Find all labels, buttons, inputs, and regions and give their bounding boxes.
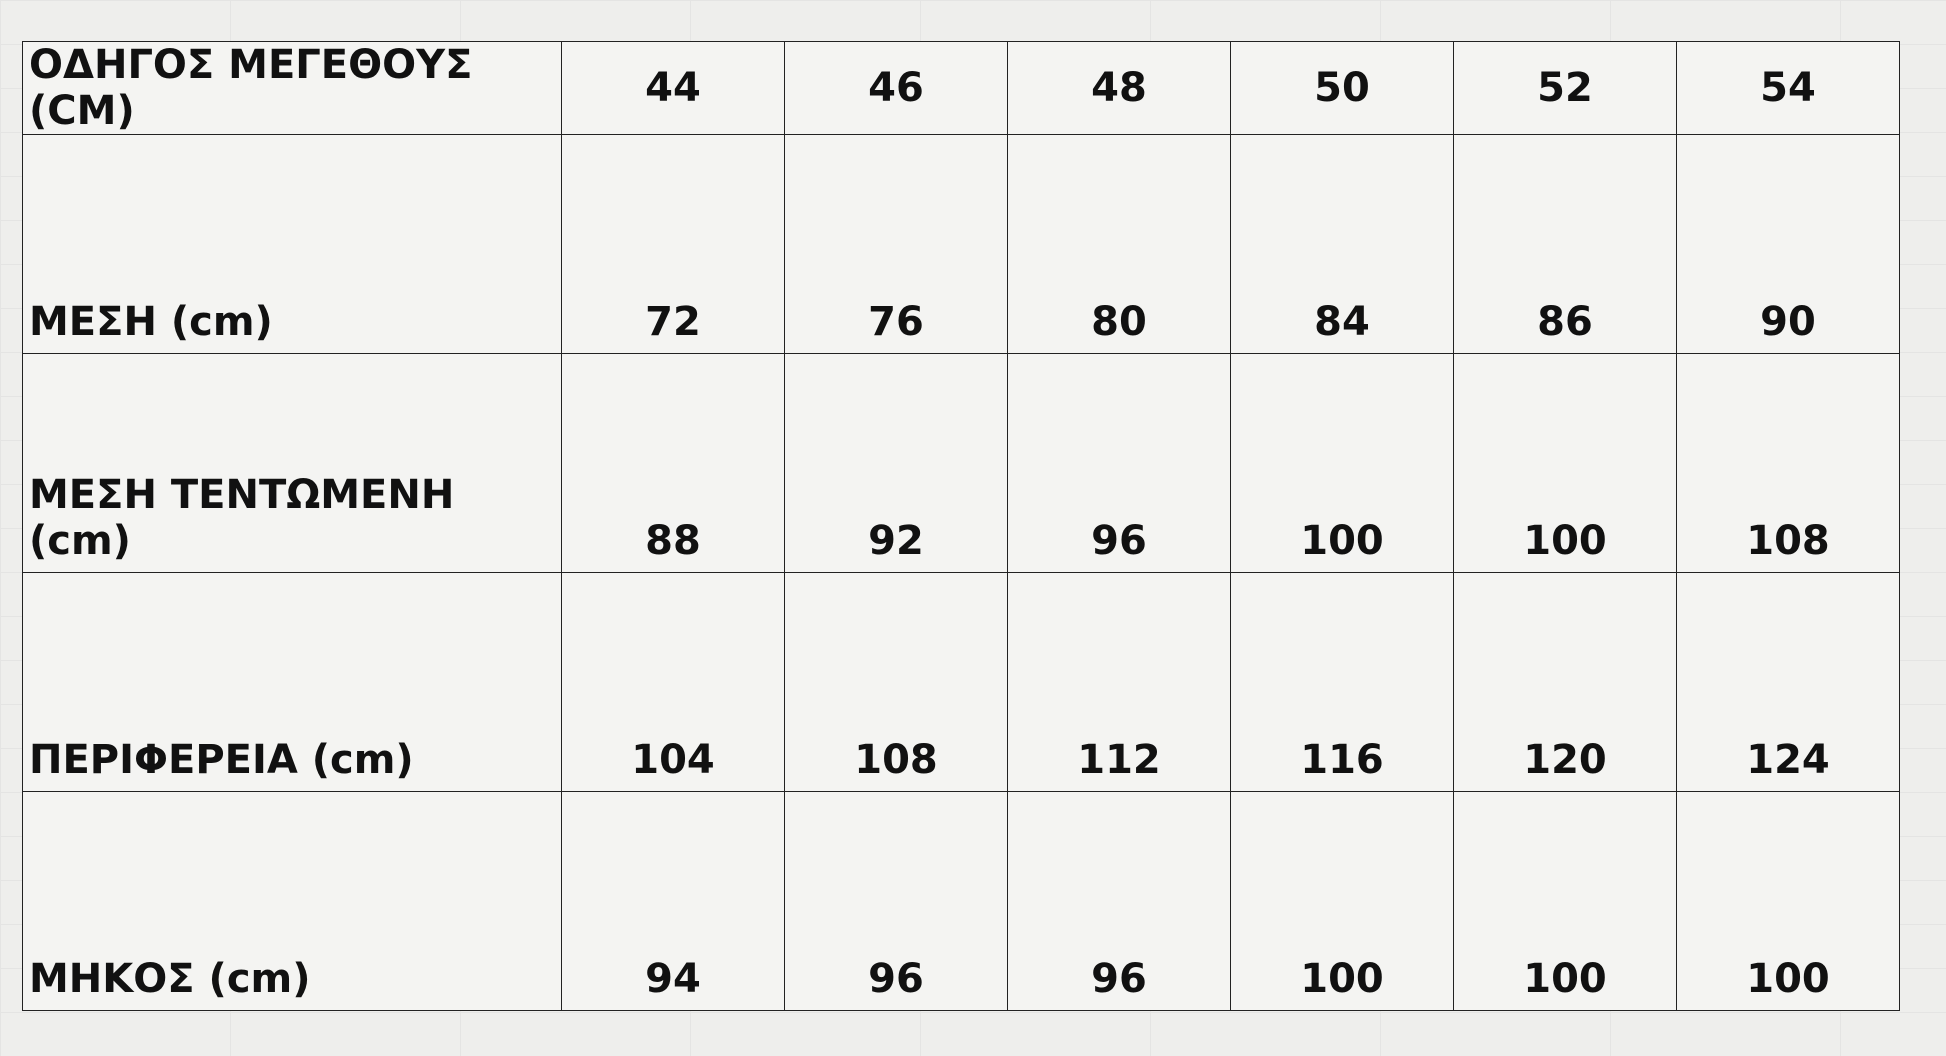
size-44: 44	[561, 41, 785, 135]
cell: 94	[561, 791, 785, 1011]
table-row-waist-stretched: ΜΕΣΗ ΤΕΝΤΩΜΕΝΗ (cm) 88 92 96 100 100 108	[22, 353, 1900, 573]
cell: 100	[1676, 791, 1900, 1011]
cell: 108	[784, 572, 1008, 792]
cell: 100	[1230, 791, 1454, 1011]
size-50: 50	[1230, 41, 1454, 135]
cell: 100	[1453, 353, 1677, 573]
row-label: ΠΕΡΙΦΕΡΕΙΑ (cm)	[22, 572, 562, 792]
cell: 108	[1676, 353, 1900, 573]
table-row-length: ΜΗΚΟΣ (cm) 94 96 96 100 100 100	[22, 791, 1900, 1011]
cell: 104	[561, 572, 785, 792]
header-row: ΟΔΗΓΟΣ ΜΕΓΕΘΟΥΣ (CM) 44 46 48 50 52 54	[22, 41, 1900, 135]
header-label: ΟΔΗΓΟΣ ΜΕΓΕΘΟΥΣ (CM)	[22, 41, 562, 135]
cell: 100	[1230, 353, 1454, 573]
size-52: 52	[1453, 41, 1677, 135]
table-row-waist: ΜΕΣΗ (cm) 72 76 80 84 86 90	[22, 134, 1900, 354]
size-48: 48	[1007, 41, 1231, 135]
cell: 92	[784, 353, 1008, 573]
cell: 90	[1676, 134, 1900, 354]
cell: 76	[784, 134, 1008, 354]
cell: 96	[1007, 791, 1231, 1011]
row-label: ΜΕΣΗ ΤΕΝΤΩΜΕΝΗ (cm)	[22, 353, 562, 573]
cell: 96	[1007, 353, 1231, 573]
size-54: 54	[1676, 41, 1900, 135]
cell: 100	[1453, 791, 1677, 1011]
cell: 96	[784, 791, 1008, 1011]
cell: 124	[1676, 572, 1900, 792]
cell: 88	[561, 353, 785, 573]
row-label: ΜΕΣΗ (cm)	[22, 134, 562, 354]
cell: 112	[1007, 572, 1231, 792]
cell: 120	[1453, 572, 1677, 792]
cell: 72	[561, 134, 785, 354]
table-row-circumference: ΠΕΡΙΦΕΡΕΙΑ (cm) 104 108 112 116 120 124	[22, 572, 1900, 792]
cell: 116	[1230, 572, 1454, 792]
size-46: 46	[784, 41, 1008, 135]
row-label: ΜΗΚΟΣ (cm)	[22, 791, 562, 1011]
cell: 80	[1007, 134, 1231, 354]
size-guide-table: ΟΔΗΓΟΣ ΜΕΓΕΘΟΥΣ (CM) 44 46 48 50 52 54 Μ…	[22, 41, 1900, 1011]
cell: 84	[1230, 134, 1454, 354]
cell: 86	[1453, 134, 1677, 354]
